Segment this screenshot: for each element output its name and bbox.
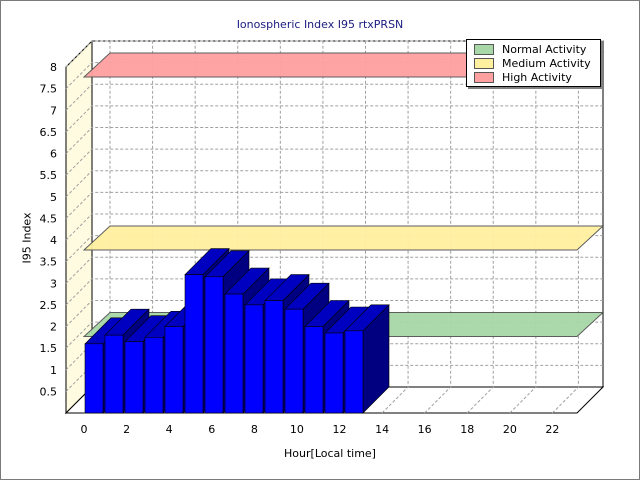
y-tick-label: 2.5 <box>40 299 58 312</box>
x-grid-line <box>466 41 494 414</box>
y-tick-label: 4 <box>50 234 57 247</box>
bar <box>204 276 224 414</box>
bar <box>344 330 364 414</box>
x-grid-line <box>424 41 452 414</box>
x-tick-label: 14 <box>375 423 389 436</box>
legend-label: High Activity <box>502 71 572 84</box>
legend-swatch <box>474 44 494 55</box>
bar <box>124 341 144 414</box>
y-tick-label: 4.5 <box>40 212 58 225</box>
y-tick-label: 8 <box>50 61 57 74</box>
x-tick-label: 8 <box>251 423 258 436</box>
bar <box>184 274 204 414</box>
y-grid-line <box>65 40 603 68</box>
legend-swatch <box>474 58 494 69</box>
x-tick-label: 10 <box>290 423 304 436</box>
x-grid-line <box>552 41 579 414</box>
y-axis-title: I95 Index <box>20 212 34 264</box>
legend: Normal Activity Medium Activity High Activ… <box>466 39 601 87</box>
y-tick-label: 5 <box>50 191 57 204</box>
y-grid-line <box>65 170 603 198</box>
x-axis-title: Hour[Local time] <box>284 447 376 460</box>
bar <box>284 308 304 414</box>
y-tick-label: 7.5 <box>40 83 58 96</box>
y-tick-label: 0.5 <box>40 385 58 398</box>
y-grid-line <box>65 83 603 111</box>
y-grid-line <box>65 148 603 176</box>
y-grid-line <box>65 191 603 219</box>
y-tick-label: 7 <box>50 104 57 117</box>
y-tick-label: 1 <box>50 364 57 377</box>
legend-swatch <box>474 72 494 83</box>
y-tick-label: 3 <box>50 277 57 290</box>
y-grid-line <box>65 300 603 327</box>
y-tick-label: 1.5 <box>40 342 58 355</box>
bar <box>144 337 164 414</box>
y-tick-label: 6.5 <box>40 126 58 139</box>
y-grid-line <box>65 105 603 133</box>
y-tick-label: 5.5 <box>40 169 58 182</box>
x-tick-label: 2 <box>123 423 130 436</box>
y-tick-label: 6 <box>50 148 57 161</box>
band-1 <box>82 225 605 251</box>
x-tick-label: 12 <box>333 423 347 436</box>
x-grid-line <box>509 41 537 414</box>
y-tick-label: 2 <box>50 321 57 334</box>
legend-item: High Activity <box>474 71 572 84</box>
legend-item: Medium Activity <box>474 57 591 70</box>
x-tick-label: 0 <box>81 423 88 436</box>
x-tick-label: 18 <box>460 423 474 436</box>
x-grid-line <box>381 41 409 414</box>
bar <box>324 332 344 414</box>
bar <box>224 293 244 414</box>
bar <box>264 300 284 414</box>
x-tick-label: 22 <box>545 423 559 436</box>
legend-label: Medium Activity <box>502 57 591 70</box>
legend-label: Normal Activity <box>502 43 587 56</box>
bar <box>244 304 264 414</box>
y-grid-line <box>65 127 603 154</box>
y-grid-line <box>65 278 603 306</box>
legend-item: Normal Activity <box>474 43 586 56</box>
y-grid-line <box>65 256 603 284</box>
x-tick-label: 16 <box>418 423 432 436</box>
x-tick-label: 6 <box>208 423 215 436</box>
x-tick-label: 20 <box>503 423 517 436</box>
y-tick-label: 3.5 <box>40 256 58 269</box>
bar <box>304 326 324 414</box>
y-grid-line <box>65 213 603 241</box>
bar <box>104 334 124 414</box>
chart-title: Ionospheric Index I95 rtxPRSN <box>236 18 404 31</box>
bar <box>164 326 184 414</box>
bar <box>84 343 104 414</box>
x-tick-label: 4 <box>166 423 173 436</box>
